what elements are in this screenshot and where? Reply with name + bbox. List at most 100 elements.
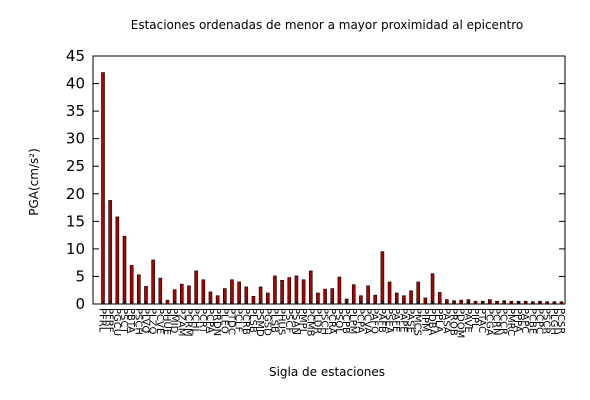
x-tick-label: PCVE [154,308,165,334]
x-axis: PFRLPFRFPGCUPSCTPBTAPSCHPLVQPLZQPCVEPHUE… [97,301,566,338]
x-tick-label: PPPA [512,308,523,332]
plot-area [92,55,566,305]
x-tick-label: PSCH [319,308,330,335]
x-tick-label: PZAM [175,308,186,336]
bar [280,279,284,305]
bar [308,270,313,305]
x-tick-label: PSMD [254,308,265,337]
y-tick-label: 45 [66,47,85,65]
bar [294,275,299,305]
bar [287,277,292,305]
y-axis: 0 5 10 15 20 25 30 35 40 45 [66,47,565,313]
x-tick-label: PFRL [97,308,108,333]
x-tick-label: PMPL [297,308,308,335]
bar [158,277,163,305]
x-tick-label: PDBA [426,308,437,336]
plot-frame [92,55,566,305]
x-tick-label: PCGA [483,308,494,336]
bar [337,276,342,305]
y-tick-label: 40 [66,75,85,93]
x-axis-label: Sigla de estaciones [269,365,385,379]
x-tick-label: PROB [448,308,459,336]
x-tick-label: PCPC [534,308,545,334]
x-tick-label: PIPM [419,308,430,332]
bar [230,279,234,305]
x-tick-label: PAVE [462,308,473,333]
bar [237,281,241,305]
x-tick-label: PCRM [182,308,193,337]
x-tick-label: PASA [440,308,451,334]
bar [273,275,277,305]
x-tick-label: PSOL [333,308,344,334]
x-tick-label: PBTA [125,308,136,333]
x-tick-label: PMRC [505,308,516,336]
x-tick-label: PLPM [347,308,358,334]
bar [416,281,421,305]
y-tick-label: 0 [75,295,85,313]
x-tick-label: PAPC [519,308,530,333]
x-tick-label: PCHL [190,308,201,335]
x-tick-label: PCPA [354,308,365,333]
x-tick-label: PLSB [268,308,279,333]
x-tick-label: PASE [405,308,416,333]
x-tick-label: PCRA [326,308,337,335]
x-tick-label: PGSD [261,308,272,336]
bar [129,265,134,305]
bar [137,274,141,305]
bar [115,216,120,305]
x-tick-label: PCLF [233,308,244,333]
y-axis-label: PGA(cm/s²) [27,148,41,216]
bar-series [101,72,564,305]
x-tick-label: PAFB [376,308,387,333]
x-tick-label: PCPA [204,308,215,333]
x-tick-label: PLZQ [147,308,158,334]
bar [122,235,127,305]
x-tick-label: PLDR [311,308,322,334]
x-tick-label: PLEO [218,308,229,334]
x-tick-label: PSAN [290,308,301,335]
x-tick-label: PSCF [283,308,294,333]
bar [101,72,105,305]
x-tick-label: PFRF [104,308,115,333]
x-tick-label: PCPB [340,308,351,334]
x-tick-label: PLSB [247,308,258,333]
x-tick-label: PAFO [369,308,380,334]
bar [301,279,306,305]
x-tick-label: PSCH [132,308,143,335]
x-tick-label: PHUS [276,308,287,335]
y-tick-label: 30 [66,130,85,148]
x-tick-label: PCMB [304,308,315,337]
x-tick-label: PTAC [476,308,487,333]
x-tick-label: PSEA [383,308,394,334]
y-tick-label: 15 [66,212,85,230]
x-tick-label: PCVA [362,308,373,334]
x-tick-label: PMCS [412,308,423,336]
x-tick-label: PSCR [541,308,552,334]
x-tick-label: PCCR [498,308,509,335]
y-tick-label: 35 [66,102,85,120]
bar [194,270,198,305]
x-tick-label: PCRB [240,308,251,335]
bar [430,273,435,305]
y-tick-label: 20 [66,185,85,203]
x-tick-label: PMID [168,308,179,334]
chart-title: Estaciones ordenadas de menor a mayor pr… [131,18,524,32]
bar [108,200,112,305]
x-tick-label: PAFE [390,308,401,332]
x-tick-label: PRDN [211,308,222,336]
x-tick-label: PHUE [161,308,172,335]
x-tick-label: PCSR [555,308,566,334]
x-tick-label: PLGH [548,308,559,335]
x-tick-label: PIPL [469,308,480,329]
bar [201,279,206,305]
x-tick-label: PTDC [225,308,236,335]
y-tick-label: 10 [66,240,85,258]
x-tick-label: PCRT [197,308,208,334]
bar [380,251,385,305]
x-tick-label: PPLA [433,308,444,333]
x-tick-label: PAPE [397,308,408,333]
bar [387,281,392,305]
bar [151,259,155,305]
x-tick-label: PCBE [526,308,537,334]
